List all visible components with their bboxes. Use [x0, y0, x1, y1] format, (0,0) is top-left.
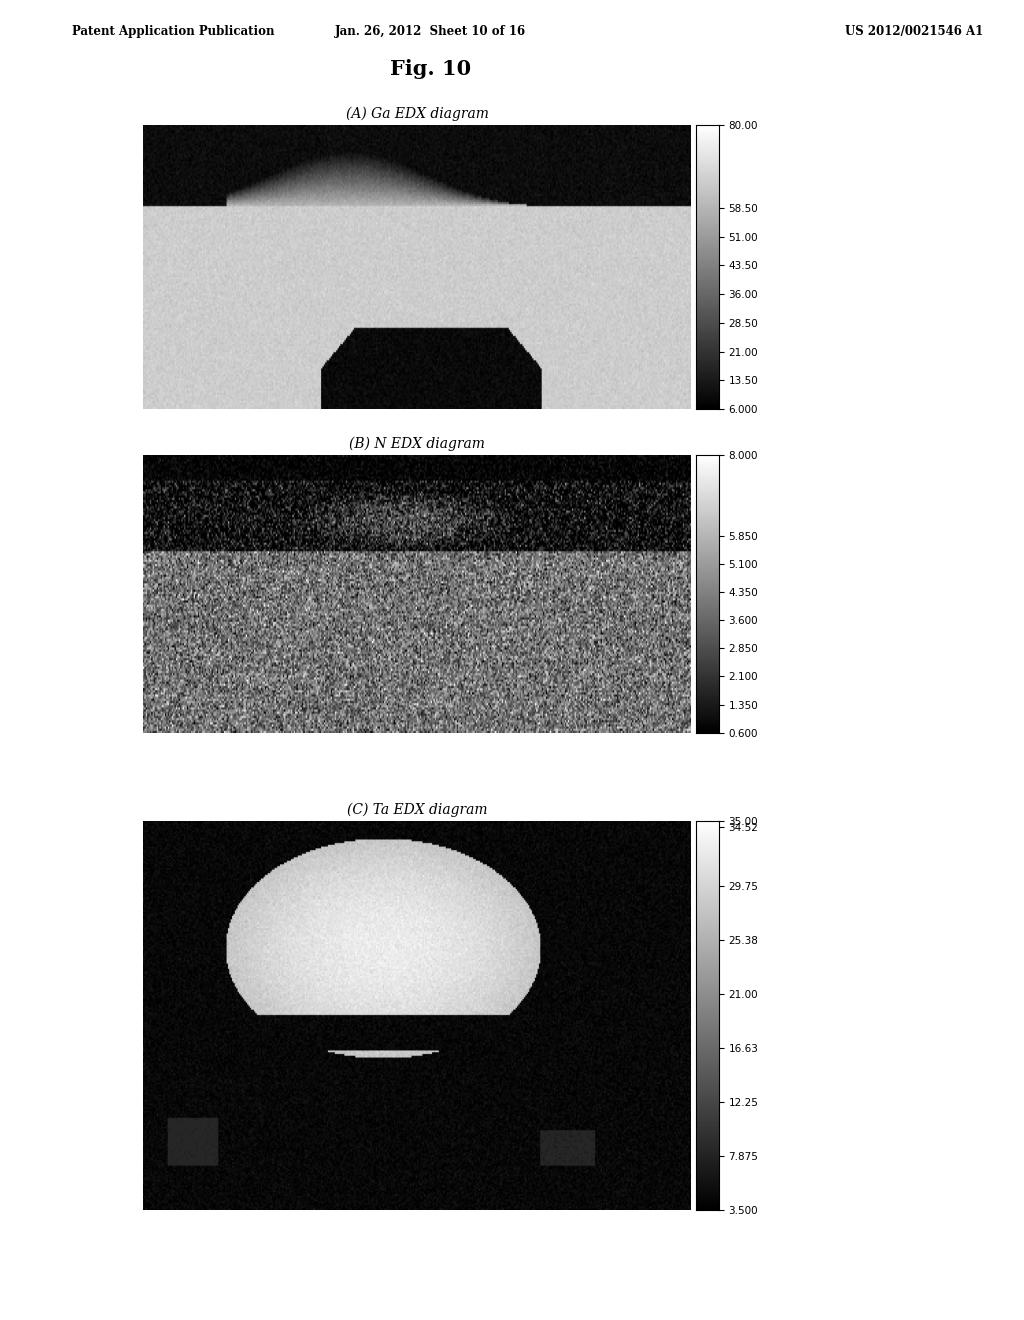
Title: (B) N EDX diagram: (B) N EDX diagram — [349, 437, 485, 451]
Title: (C) Ta EDX diagram: (C) Ta EDX diagram — [347, 803, 487, 817]
Text: Fig. 10: Fig. 10 — [389, 59, 471, 79]
Text: Patent Application Publication: Patent Application Publication — [72, 25, 274, 38]
Text: Jan. 26, 2012  Sheet 10 of 16: Jan. 26, 2012 Sheet 10 of 16 — [335, 25, 525, 38]
Title: (A) Ga EDX diagram: (A) Ga EDX diagram — [346, 107, 488, 121]
Text: US 2012/0021546 A1: US 2012/0021546 A1 — [845, 25, 983, 38]
